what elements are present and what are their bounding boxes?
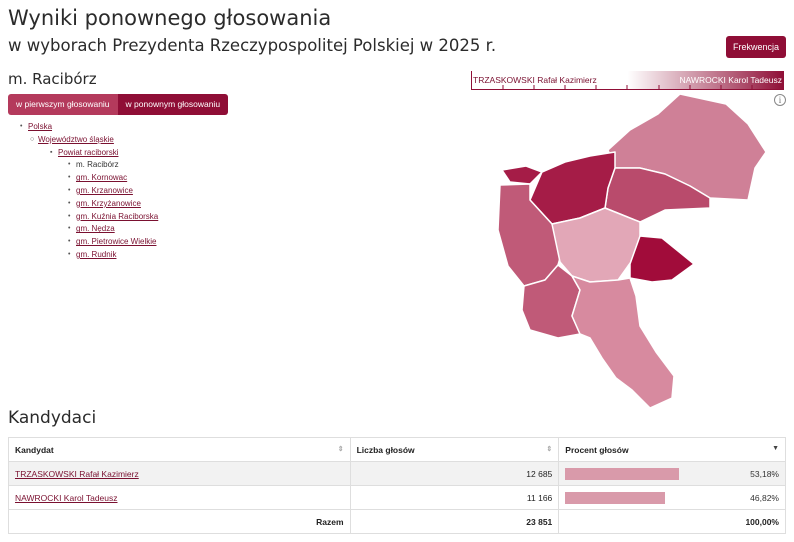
- tree-node: • gm. Pietrowice Wielkie: [20, 236, 158, 249]
- page-subtitle: w wyborach Prezydenta Rzeczypospolitej P…: [8, 36, 497, 55]
- candidate-cell: NAWROCKI Karol Tadeusz: [8, 485, 351, 510]
- tree-link-gmina[interactable]: gm. Rudnik: [76, 249, 117, 259]
- total-percent: 100,00%: [558, 509, 786, 534]
- column-header-percent[interactable]: Procent głosów ▼: [558, 437, 786, 462]
- percent-value: 46,82%: [750, 492, 779, 503]
- bullet-icon: •: [68, 199, 71, 207]
- table-header-row: Kandydat ⇕ Liczba głosów ⇕ Procent głosó…: [8, 437, 786, 462]
- bullet-icon: •: [68, 238, 71, 246]
- place-name: m. Racibórz: [8, 70, 97, 88]
- tree-link-gmina[interactable]: gm. Kornowac: [76, 173, 128, 183]
- percent-bar-track: 46,82%: [565, 491, 779, 504]
- percent-cell: 46,82%: [558, 485, 786, 510]
- candidate-link[interactable]: NAWROCKI Karol Tadeusz: [15, 492, 118, 503]
- circle-bullet-icon: ○: [30, 135, 35, 143]
- percent-value: 53,18%: [750, 468, 779, 479]
- tree-node: • gm. Rudnik: [20, 249, 158, 262]
- tree-node: • gm. Krzanowice: [20, 185, 158, 198]
- column-header-candidate[interactable]: Kandydat ⇕: [8, 437, 351, 462]
- percent-cell: 53,18%: [558, 461, 786, 486]
- legend-gradient: [471, 71, 784, 90]
- percent-bar: [565, 491, 666, 504]
- tree-node-current: • m. Racibórz: [20, 159, 158, 172]
- legend-left-label: TRZASKOWSKI Rafał Kazimierz: [473, 75, 597, 85]
- round-tabs: w pierwszym głosowaniu w ponownym głosow…: [8, 94, 229, 115]
- frekwencja-button[interactable]: Frekwencja: [726, 36, 786, 58]
- tree-node-country: • Polska: [20, 121, 158, 134]
- tab-second-round[interactable]: w ponownym głosowaniu: [117, 94, 229, 115]
- column-label-candidate: Kandydat: [15, 444, 54, 455]
- tree-node: • gm. Nędza: [20, 223, 158, 236]
- legend-right-label: NAWROCKI Karol Tadeusz: [679, 75, 782, 85]
- sort-icon: ⇕: [337, 445, 344, 453]
- candidate-cell: TRZASKOWSKI Rafał Kazimierz: [8, 461, 351, 486]
- table-total-row: Razem 23 851 100,00%: [8, 509, 786, 534]
- map-region-kornowac[interactable]: [629, 235, 695, 283]
- candidate-link[interactable]: TRZASKOWSKI Rafał Kazimierz: [15, 468, 139, 479]
- total-votes: 23 851: [349, 509, 560, 534]
- tree-link-gmina[interactable]: gm. Krzanowice: [76, 185, 133, 195]
- votes-cell: 11 166: [349, 485, 560, 510]
- tree-link-gmina[interactable]: gm. Krzyżanowice: [76, 198, 141, 208]
- tree-node: • gm. Krzyżanowice: [20, 198, 158, 211]
- bullet-icon: •: [68, 250, 71, 258]
- map-region-krzanowice[interactable]: [571, 275, 675, 409]
- bullet-icon: •: [68, 161, 71, 169]
- tree-link-gmina[interactable]: gm. Pietrowice Wielkie: [76, 237, 157, 247]
- results-map: [497, 93, 767, 409]
- candidates-table: Kandydat ⇕ Liczba głosów ⇕ Procent głosó…: [8, 437, 786, 534]
- tree-link-gmina[interactable]: gm. Nędza: [76, 224, 115, 234]
- votes-cell: 12 685: [349, 461, 560, 486]
- table-row: TRZASKOWSKI Rafał Kazimierz 12 685 53,18…: [8, 461, 786, 486]
- tree-current-item: m. Racibórz: [76, 160, 119, 170]
- bullet-icon: •: [20, 123, 23, 130]
- bullet-icon: •: [68, 212, 71, 220]
- tree-node-voivodeship: ○ Województwo śląskie: [20, 134, 158, 147]
- map-legend: TRZASKOWSKI Rafał Kazimierz NAWROCKI Kar…: [471, 71, 784, 90]
- sort-desc-icon: ▼: [772, 444, 779, 452]
- region-tree: • Polska ○ Województwo śląskie ▪ Powiat …: [20, 121, 158, 262]
- table-row: NAWROCKI Karol Tadeusz 11 166 46,82%: [8, 485, 786, 510]
- tab-first-round[interactable]: w pierwszym głosowaniu: [8, 94, 118, 115]
- total-label: Razem: [8, 509, 351, 534]
- tree-node: • gm. Kornowac: [20, 172, 158, 185]
- percent-bar: [565, 467, 679, 480]
- map-region-kuznia-spur[interactable]: [501, 165, 543, 185]
- candidates-heading: Kandydaci: [8, 408, 97, 428]
- bullet-icon: •: [68, 186, 71, 194]
- tree-link-voivodeship[interactable]: Województwo śląskie: [38, 134, 114, 144]
- info-icon[interactable]: i: [774, 94, 786, 106]
- percent-bar-track: 53,18%: [565, 467, 779, 480]
- square-bullet-icon: ▪: [50, 148, 53, 156]
- tree-link-county[interactable]: Powiat raciborski: [58, 147, 119, 157]
- tree-node-county: ▪ Powiat raciborski: [20, 147, 158, 160]
- column-label-votes: Liczba głosów: [356, 444, 415, 455]
- tree-node: • gm. Kuźnia Raciborska: [20, 211, 158, 224]
- bullet-icon: •: [68, 225, 71, 233]
- page-title: Wyniki ponownego głosowania: [8, 6, 332, 30]
- bullet-icon: •: [68, 174, 71, 182]
- column-label-percent: Procent głosów: [565, 444, 629, 455]
- tree-link-country[interactable]: Polska: [28, 122, 53, 131]
- sort-icon: ⇕: [546, 445, 553, 453]
- tree-link-gmina[interactable]: gm. Kuźnia Raciborska: [76, 211, 159, 221]
- column-header-votes[interactable]: Liczba głosów ⇕: [349, 437, 560, 462]
